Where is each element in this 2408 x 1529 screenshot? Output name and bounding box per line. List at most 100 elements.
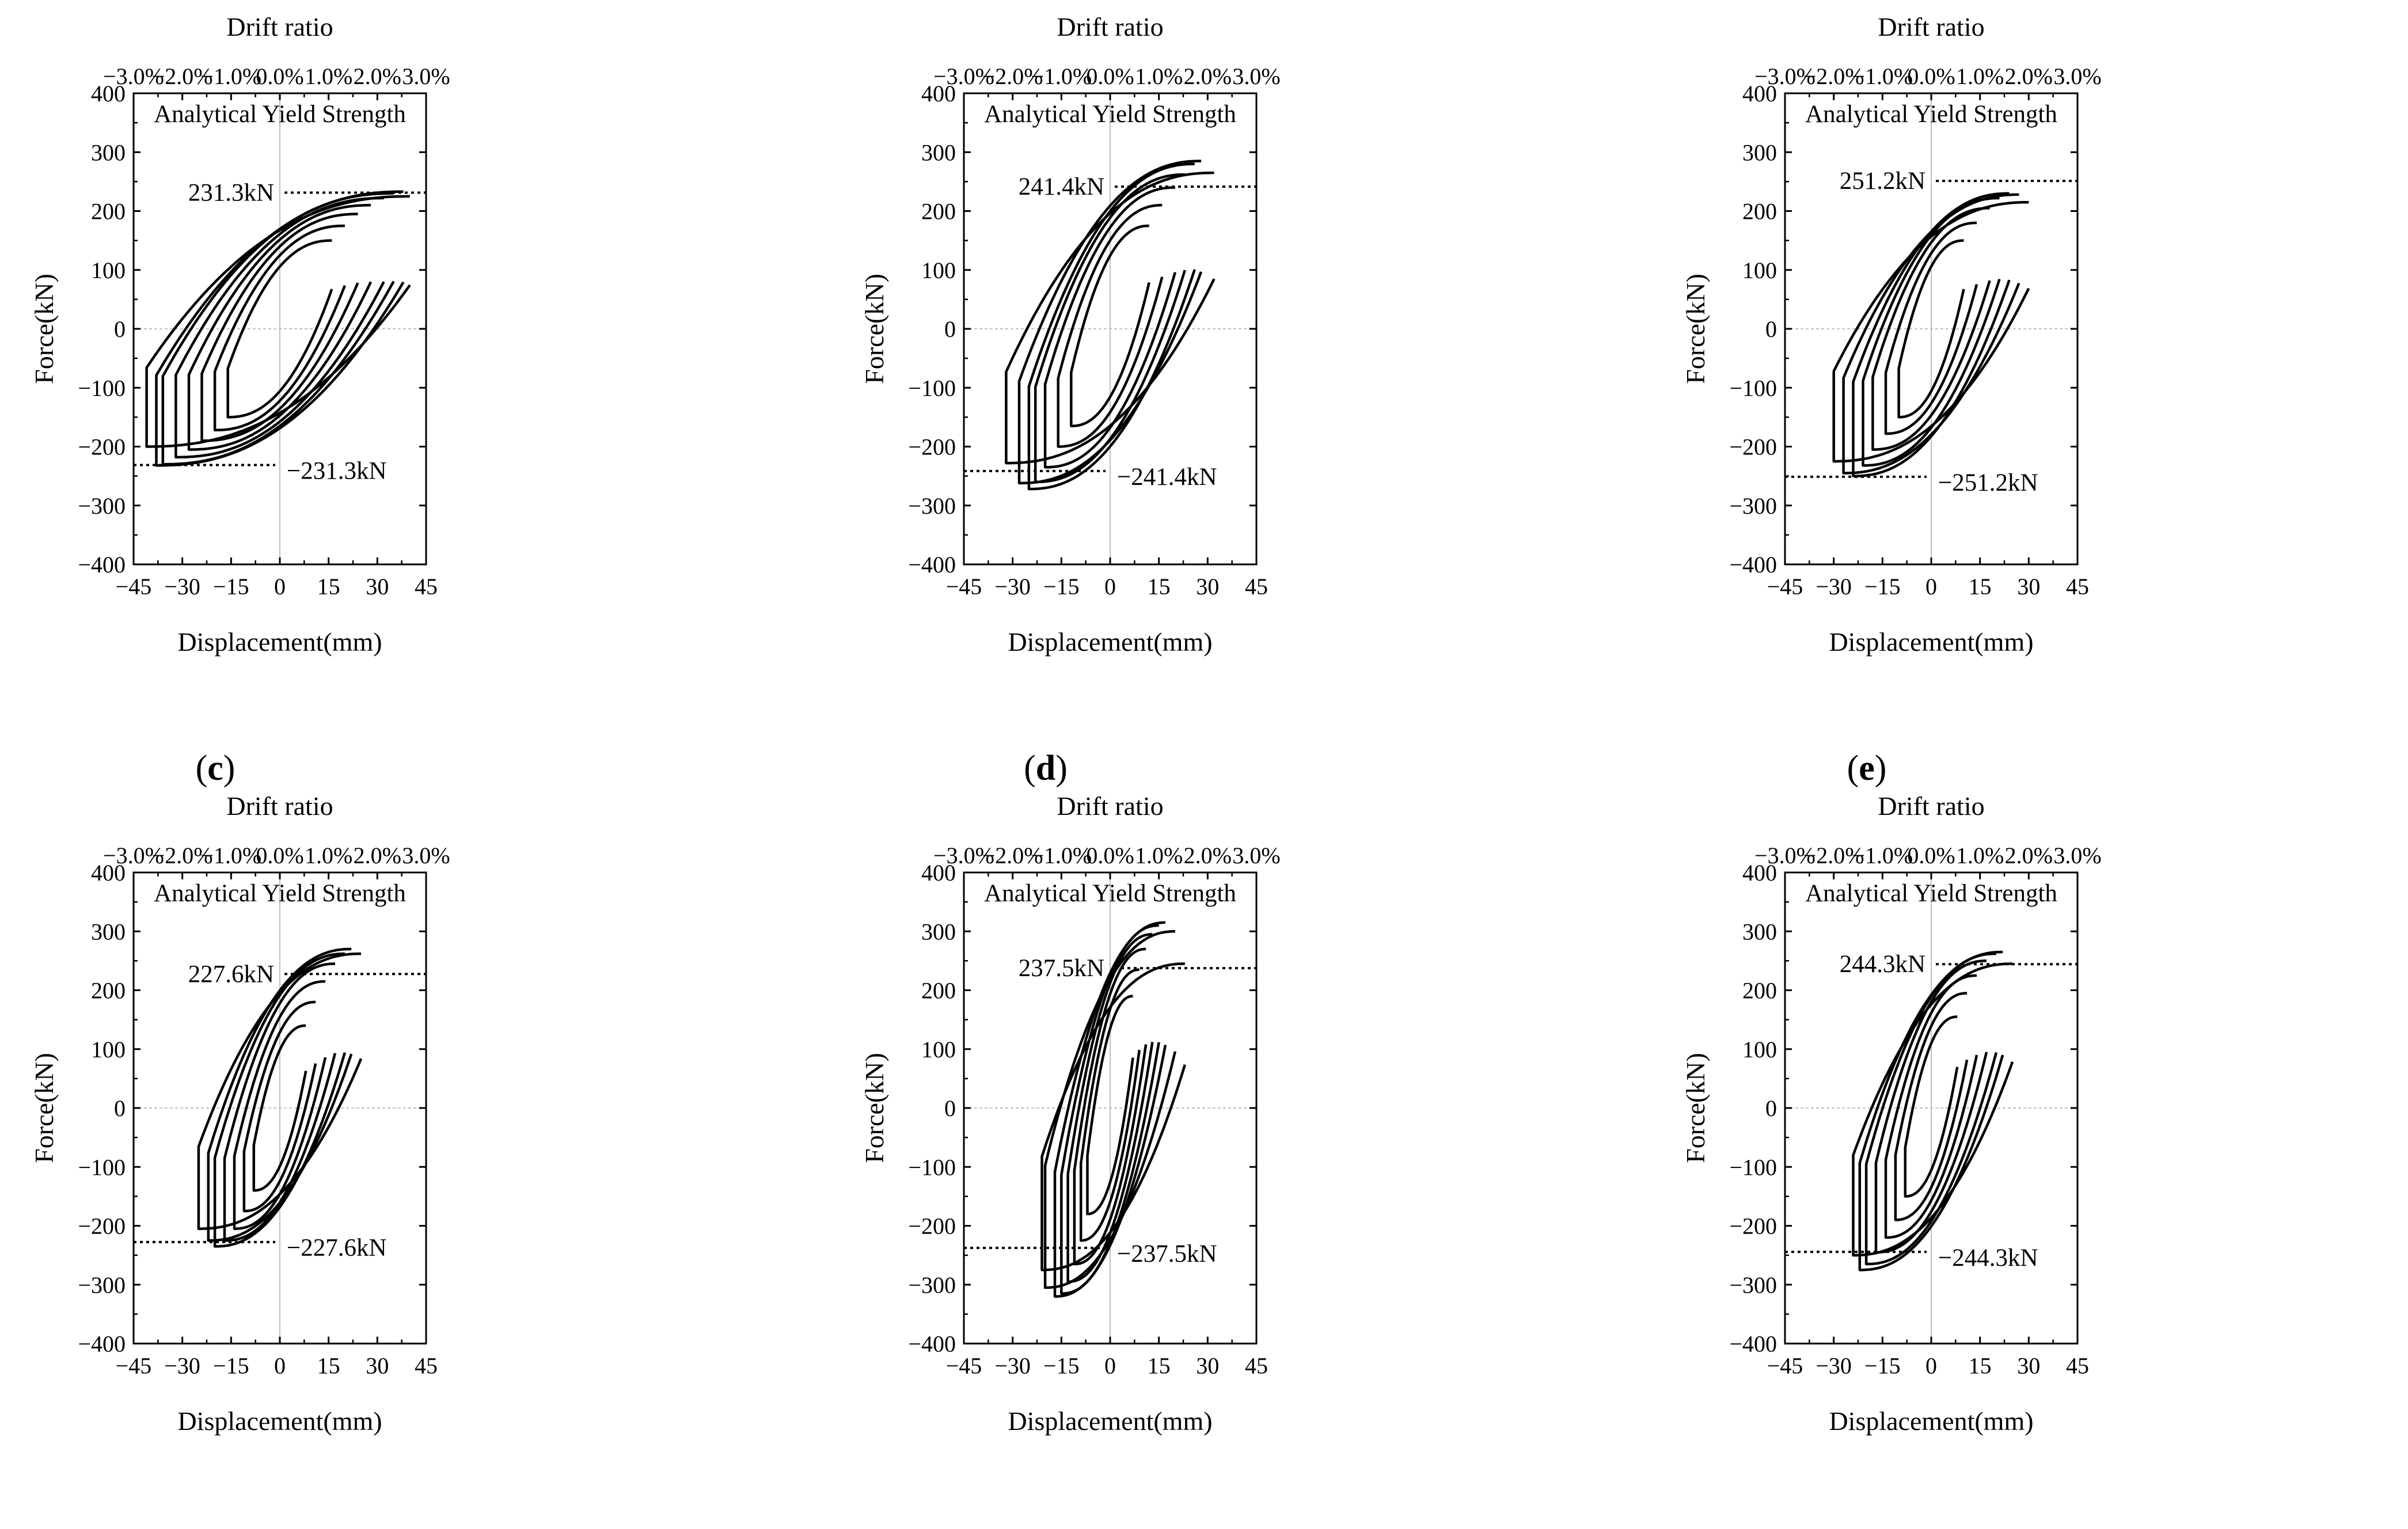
drift-tick-label: −1.0%	[200, 63, 261, 89]
drift-tick-label: 1.0%	[305, 843, 352, 868]
x-tick-label: −45	[116, 574, 152, 600]
chart-panel-g: 237.5kN −237.5kN Analytical Yield Strength…	[860, 791, 1281, 1529]
yield-label-positive: 244.3kN	[1840, 951, 1925, 978]
x-tick-label: 0	[274, 574, 286, 600]
y-axis-title: Force(kN)	[29, 274, 59, 384]
x-tick-label: −45	[946, 1353, 982, 1379]
drift-tick-label: 1.0%	[305, 63, 352, 89]
x-tick-label: −30	[1816, 574, 1852, 600]
x-tick-label: 30	[366, 574, 389, 600]
y-tick-label: 200	[91, 199, 126, 225]
panel-label-open: (	[1847, 749, 1859, 788]
yield-label-positive: 241.4kN	[1019, 173, 1104, 200]
drift-tick-label: 1.0%	[1135, 63, 1183, 89]
drift-tick-label: −3.0%	[1754, 843, 1816, 868]
x-tick-label: 30	[1196, 1353, 1219, 1379]
x-tick-label: 45	[2066, 574, 2089, 600]
x-tick-label: 0	[274, 1353, 286, 1379]
x-tick-label: −15	[213, 1353, 249, 1379]
y-tick-label: −300	[1729, 493, 1777, 519]
hysteresis-loop-4	[223, 962, 337, 1242]
chart-panel-c: 231.3kN −231.3kN Analytical Yield Strength…	[29, 12, 450, 788]
annotation-yield-strength: Analytical Yield Strength	[984, 101, 1236, 128]
x-tick-label: −15	[1043, 574, 1080, 600]
hysteresis-loop-2	[1884, 221, 1978, 435]
yield-label-positive: 227.6kN	[188, 961, 274, 988]
y-tick-label: −300	[78, 1272, 126, 1298]
yield-label-negative: −244.3kN	[1938, 1245, 2038, 1272]
hysteresis-loop-8	[1040, 962, 1186, 1272]
y-tick-label: 300	[1742, 919, 1777, 944]
x-tick-label: −45	[116, 1353, 152, 1379]
y-tick-label: 300	[1742, 139, 1777, 165]
y-tick-label: 100	[921, 257, 956, 283]
x-tick-label: 45	[415, 1353, 438, 1379]
x-tick-label: 0	[1925, 574, 1937, 600]
x-tick-label: 0	[1104, 574, 1116, 600]
y-tick-label: 400	[1742, 81, 1777, 107]
x-tick-label: −45	[1767, 574, 1803, 600]
drift-tick-label: −2.0%	[152, 63, 213, 89]
drift-tick-label: 1.0%	[1135, 843, 1183, 868]
panel-label-close: )	[1055, 749, 1068, 788]
y-tick-label: 400	[1742, 860, 1777, 886]
x-tick-label: 45	[2066, 1353, 2089, 1379]
y-tick-label: 400	[91, 81, 126, 107]
x-axis-title: Displacement(mm)	[1008, 1406, 1212, 1436]
hysteresis-loop-7	[155, 190, 405, 467]
y-tick-label: −100	[1729, 1154, 1777, 1180]
panel-label-letter: g	[1037, 1528, 1055, 1529]
panel-label: (d)	[1024, 749, 1068, 788]
y-tick-label: 0	[1765, 1095, 1777, 1121]
x-axis-title: Displacement(mm)	[177, 1406, 382, 1436]
y-tick-label: 300	[91, 139, 126, 165]
x-tick-label: −15	[1864, 574, 1901, 600]
panel-label-close: )	[221, 1528, 233, 1529]
yield-label-negative: −237.5kN	[1117, 1240, 1217, 1268]
y-tick-label: −100	[78, 375, 126, 401]
hysteresis-loop-8	[145, 195, 411, 448]
panel-label-close: )	[1055, 1528, 1067, 1529]
y-tick-label: 0	[114, 316, 126, 342]
y-tick-label: −300	[908, 1272, 956, 1298]
y-tick-label: 0	[114, 1095, 126, 1121]
drift-tick-label: 2.0%	[2005, 843, 2053, 868]
y-tick-label: −200	[908, 434, 956, 460]
drift-tick-label: 3.0%	[2053, 843, 2101, 868]
x-axis-title: Displacement(mm)	[177, 627, 382, 657]
panel-label-letter: f	[210, 1528, 222, 1529]
x-tick-label: 15	[1148, 1353, 1171, 1379]
drift-tick-label: 3.0%	[1232, 843, 1280, 868]
drift-tick-label: −1.0%	[200, 843, 261, 868]
panel-label-open: (	[1025, 1528, 1037, 1529]
y-tick-label: 200	[1742, 978, 1777, 1004]
drift-tick-label: 2.0%	[354, 843, 401, 868]
x-tick-label: 15	[1148, 574, 1171, 600]
x-tick-label: 30	[2017, 1353, 2040, 1379]
yield-label-negative: −227.6kN	[287, 1235, 387, 1262]
hysteresis-loop-7	[1043, 930, 1177, 1289]
panel-label-open: (	[197, 1528, 210, 1529]
y-tick-label: 200	[921, 978, 956, 1004]
hysteresis-loop-2	[242, 1000, 317, 1213]
drift-tick-label: −2.0%	[1803, 63, 1864, 89]
y-tick-label: 300	[91, 919, 126, 944]
hysteresis-loop-1	[1086, 995, 1134, 1216]
panel-label-letter: h	[1857, 1528, 1877, 1529]
x-axis-title: Displacement(mm)	[1829, 1406, 2033, 1436]
drift-tick-label: −2.0%	[982, 843, 1043, 868]
hysteresis-loop-3	[1043, 186, 1177, 469]
drift-tick-label: 0.0%	[1086, 843, 1134, 868]
drift-tick-label: 0.0%	[1907, 843, 1955, 868]
y-tick-label: 400	[91, 860, 126, 886]
drift-axis-title: Drift ratio	[1057, 791, 1163, 821]
yield-label-negative: −231.3kN	[287, 458, 387, 485]
y-axis-title: Force(kN)	[1681, 1053, 1710, 1163]
chart-panel-e: 251.2kN −251.2kN Analytical Yield Strength…	[1681, 12, 2102, 788]
hysteresis-loop-2	[1894, 992, 1969, 1221]
x-tick-label: 15	[1969, 574, 1992, 600]
drift-tick-label: 3.0%	[2053, 63, 2101, 89]
y-tick-label: 100	[1742, 1037, 1777, 1063]
y-tick-label: −400	[1729, 1331, 1777, 1357]
